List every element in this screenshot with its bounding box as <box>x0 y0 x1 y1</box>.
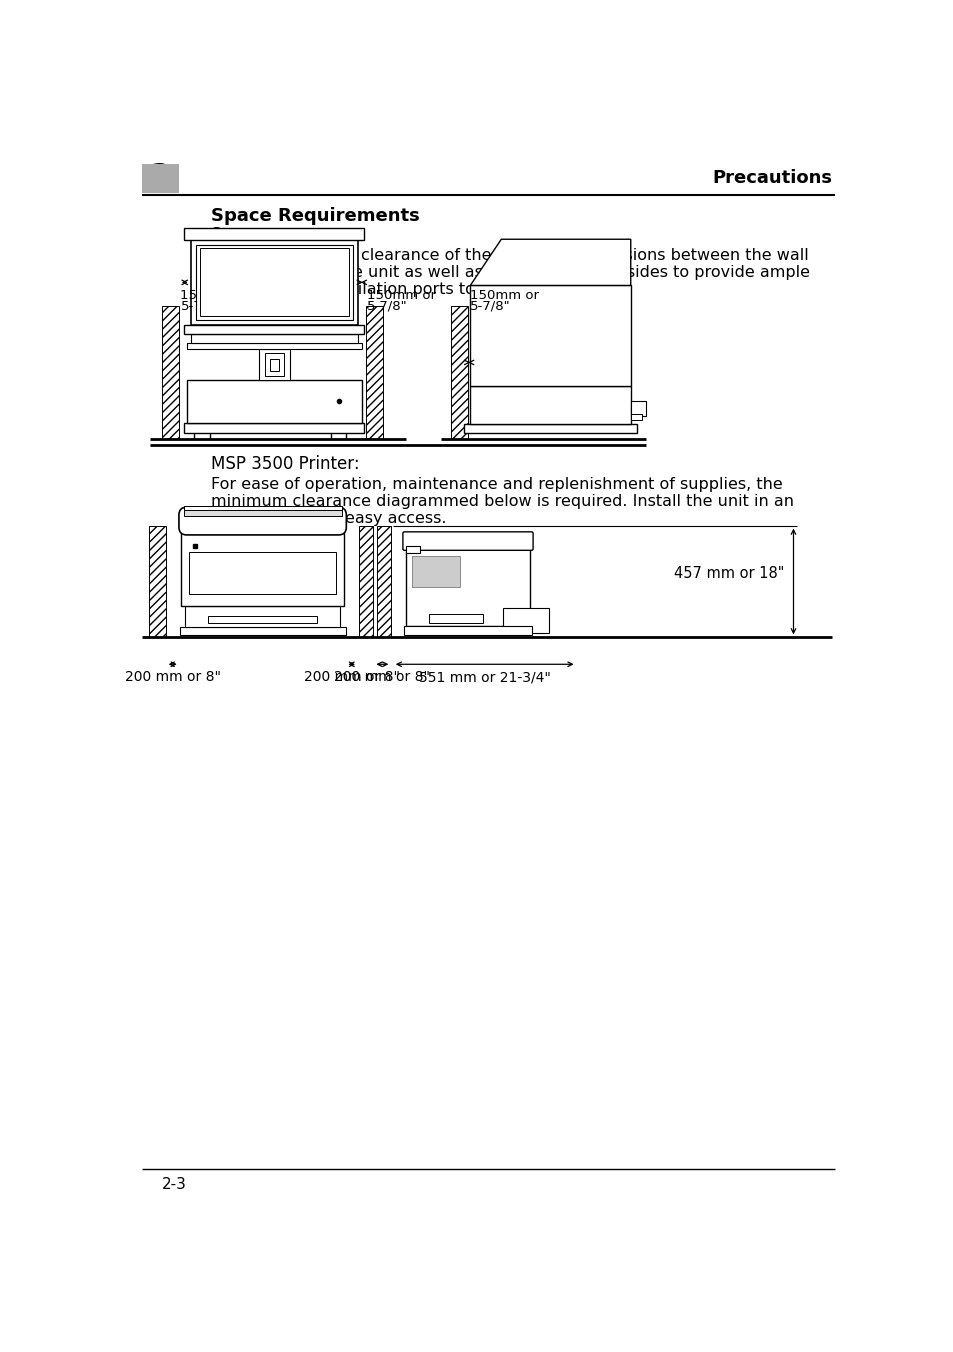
Bar <box>184 227 364 241</box>
Bar <box>195 245 353 320</box>
Text: 200 mm or 8": 200 mm or 8" <box>125 671 220 684</box>
Bar <box>187 343 361 349</box>
Bar <box>502 608 549 633</box>
Text: 150mm or: 150mm or <box>469 289 538 303</box>
Text: and the rear of the unit as well as it’s right and left sides to provide ample: and the rear of the unit as well as it’s… <box>211 265 809 280</box>
Bar <box>181 533 344 606</box>
Text: 5-7/8": 5-7/8" <box>180 299 221 312</box>
Bar <box>470 385 630 425</box>
Bar <box>412 557 459 587</box>
Bar <box>265 353 283 376</box>
Bar <box>191 334 357 343</box>
Bar <box>464 425 637 433</box>
Bar <box>184 423 364 433</box>
Text: There should be a clearance of the following dimensions between the wall: There should be a clearance of the follo… <box>211 247 807 262</box>
Bar <box>365 307 382 439</box>
FancyBboxPatch shape <box>179 507 346 535</box>
Bar <box>189 552 335 595</box>
Bar <box>270 360 278 370</box>
Bar <box>470 285 630 385</box>
Text: 457 mm or 18": 457 mm or 18" <box>673 566 783 581</box>
Bar <box>191 241 357 324</box>
Text: 5-7/8": 5-7/8" <box>367 299 408 312</box>
Text: 551 mm or 21-3/4": 551 mm or 21-3/4" <box>418 671 550 684</box>
Text: For ease of operation, maintenance and replenishment of supplies, the: For ease of operation, maintenance and r… <box>211 477 781 492</box>
Bar <box>199 249 348 316</box>
Bar <box>187 380 361 423</box>
Text: minimum clearance diagrammed below is required. Install the unit in an: minimum clearance diagrammed below is re… <box>211 495 793 510</box>
Bar <box>162 307 179 439</box>
Text: Scanner:: Scanner: <box>211 226 284 245</box>
Bar <box>179 627 345 635</box>
Text: Space Requirements: Space Requirements <box>211 207 419 226</box>
Text: 2-3: 2-3 <box>162 1176 187 1191</box>
Text: 5-7/8": 5-7/8" <box>469 299 510 312</box>
Bar <box>451 307 468 439</box>
Bar <box>183 506 341 510</box>
Bar <box>406 546 419 553</box>
Bar <box>429 614 483 623</box>
Text: 150mm or: 150mm or <box>367 289 436 303</box>
Text: Precautions: Precautions <box>712 169 831 188</box>
Bar <box>184 324 364 334</box>
Bar <box>377 526 391 637</box>
Bar <box>406 549 530 626</box>
Text: 150mm or: 150mm or <box>180 289 250 303</box>
FancyBboxPatch shape <box>402 531 533 550</box>
Bar <box>208 615 316 623</box>
Text: MSP 3500 Printer:: MSP 3500 Printer: <box>211 456 359 473</box>
Bar <box>185 606 340 627</box>
Polygon shape <box>470 239 630 285</box>
Text: space for the ventilation ports to dissipate heat.: space for the ventilation ports to dissi… <box>211 281 598 297</box>
Text: 2: 2 <box>149 162 172 195</box>
Bar <box>149 526 166 637</box>
Bar <box>630 402 645 416</box>
Text: area that allows easy access.: area that allows easy access. <box>211 511 446 526</box>
Bar <box>142 164 179 193</box>
Text: 200 mm or 8": 200 mm or 8" <box>303 671 399 684</box>
Text: 200 mm or 8": 200 mm or 8" <box>334 671 430 684</box>
Bar <box>630 414 641 420</box>
Bar <box>404 626 531 635</box>
Bar <box>183 510 341 515</box>
Bar <box>359 526 373 637</box>
Bar <box>258 349 290 380</box>
